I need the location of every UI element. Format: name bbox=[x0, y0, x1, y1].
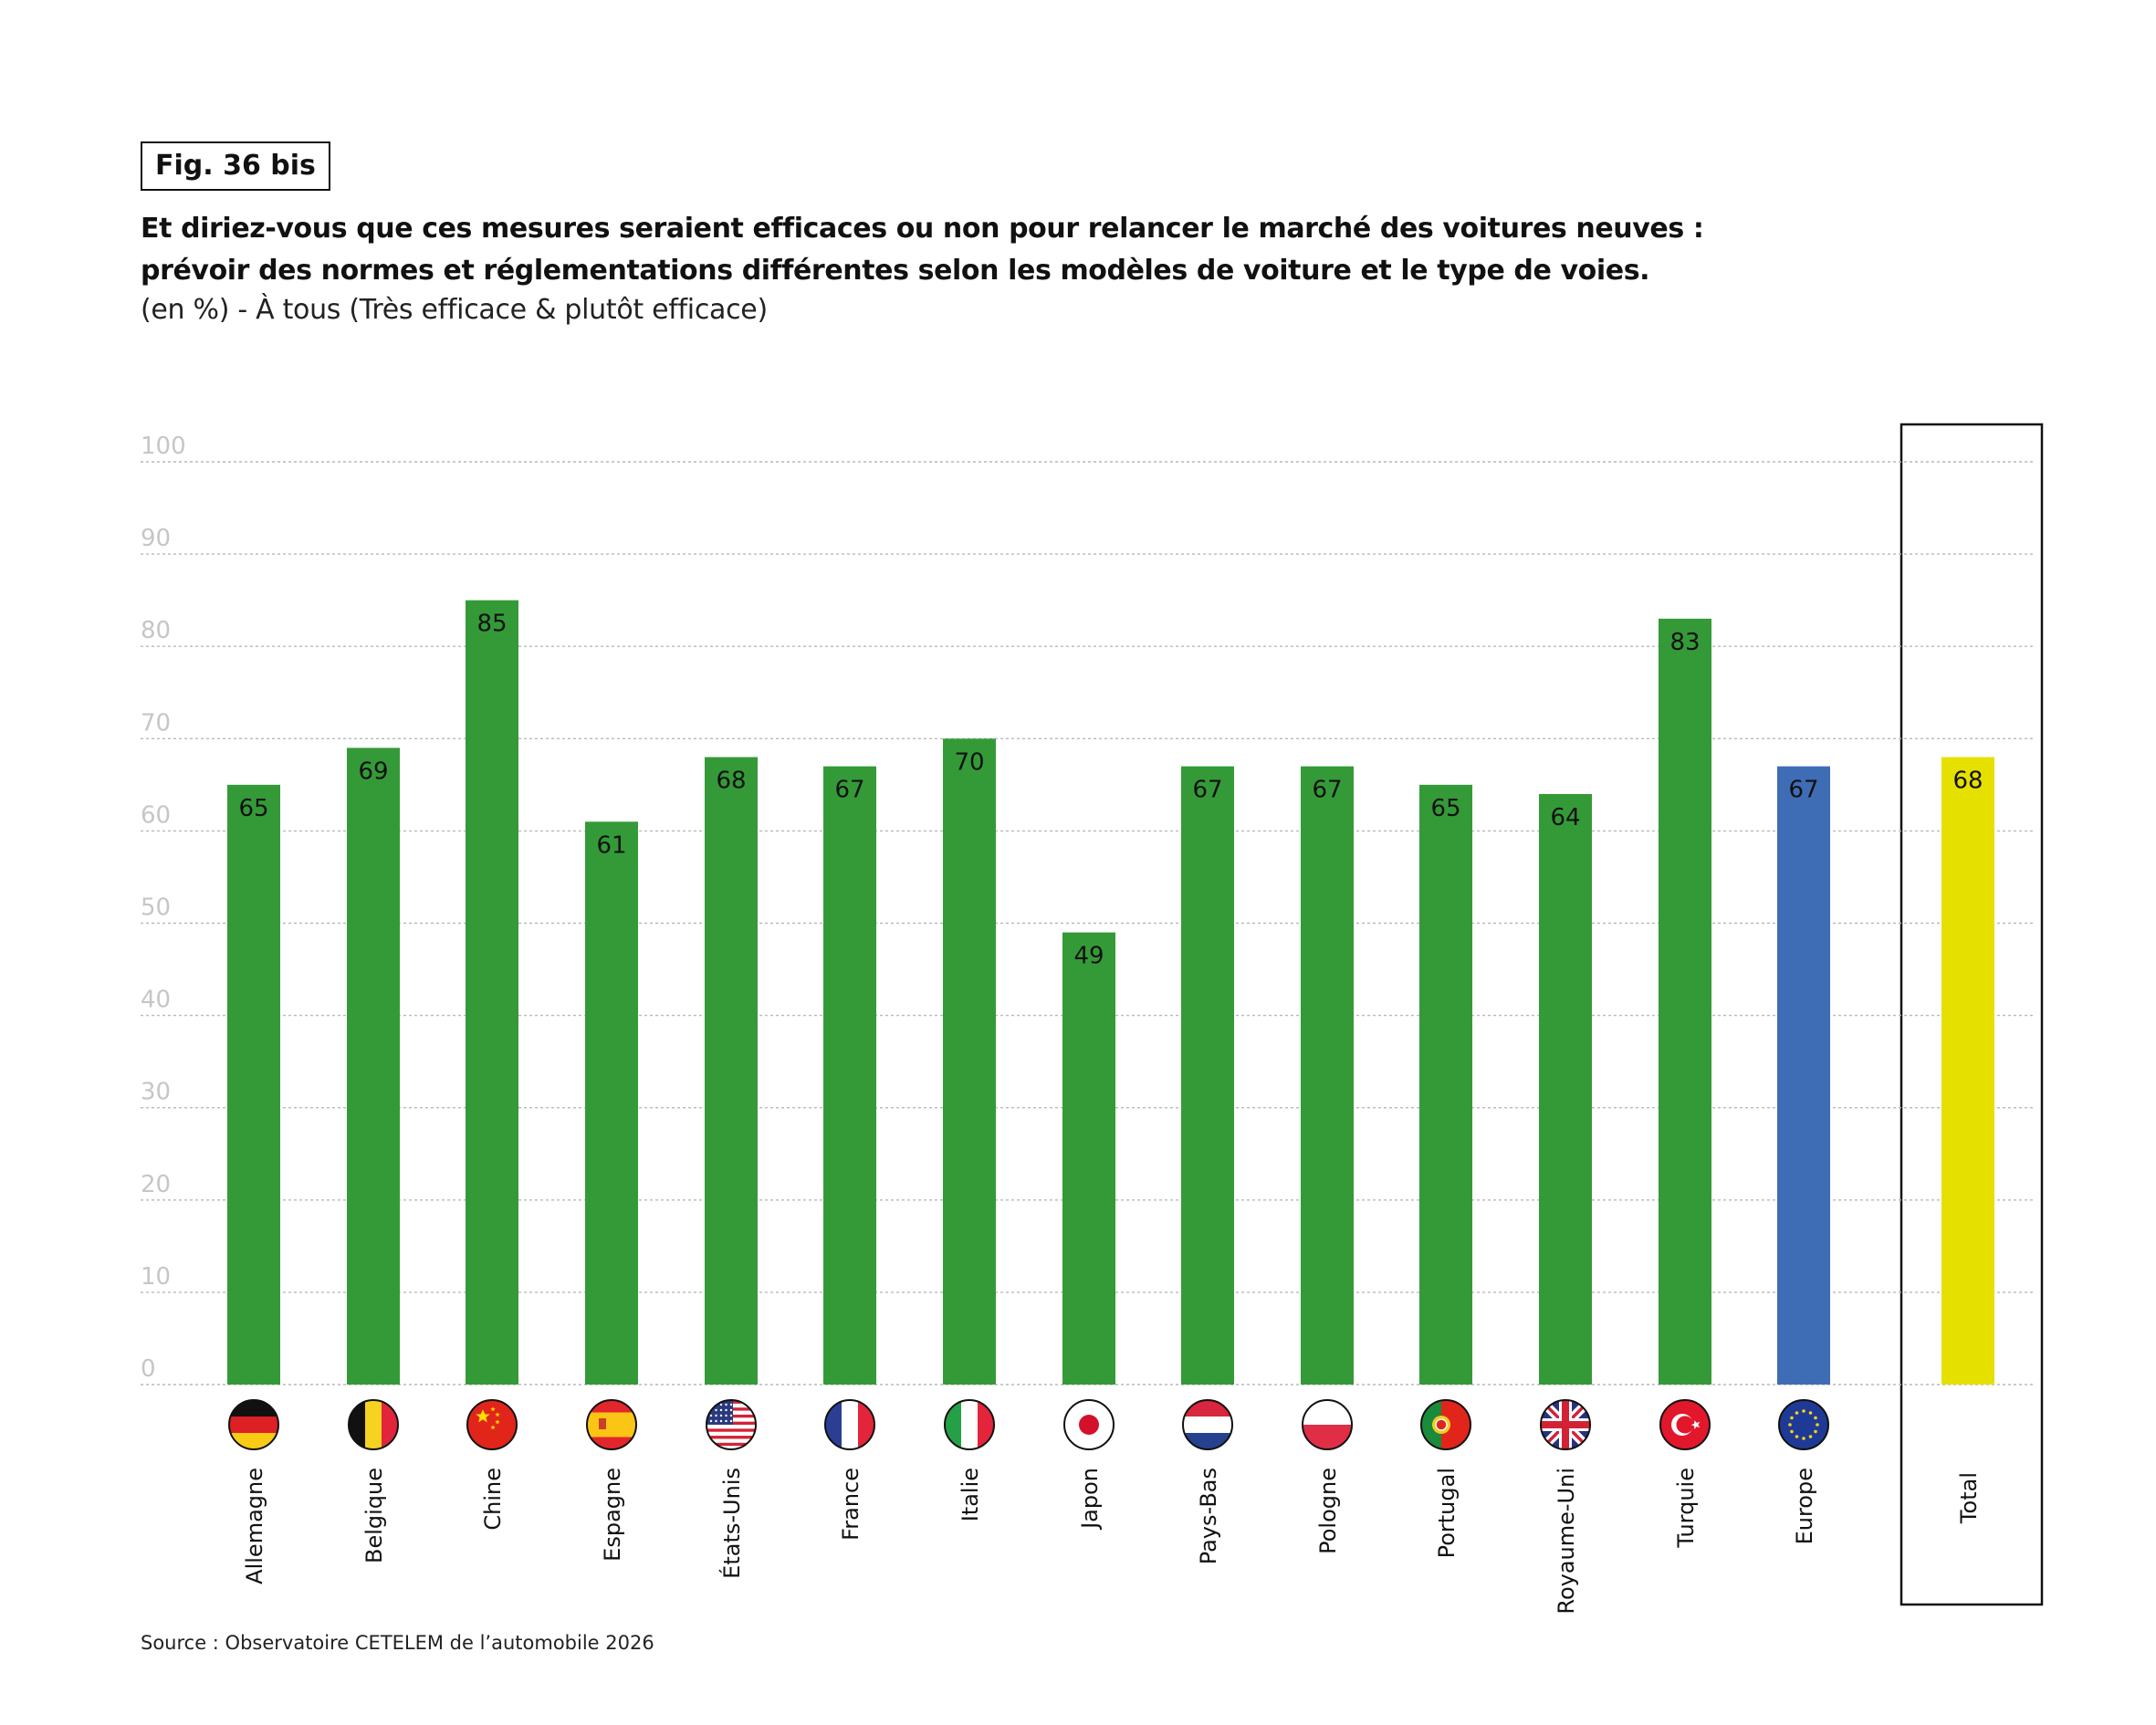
total-highlight-box bbox=[1900, 423, 2044, 1606]
germany-flag-icon bbox=[228, 1399, 279, 1450]
category-label-chine: Chine bbox=[480, 1468, 506, 1531]
figure-label: Fig. 36 bis bbox=[141, 141, 330, 191]
bar-etats-unis bbox=[705, 757, 758, 1385]
bar-royaume-uni bbox=[1539, 793, 1592, 1385]
belgium-flag-icon bbox=[348, 1399, 399, 1450]
eu-flag-icon bbox=[1778, 1399, 1829, 1450]
bar-europe bbox=[1777, 766, 1830, 1385]
y-tick-label: 40 bbox=[141, 987, 171, 1014]
value-labels: 65 69 85 61 68 67 70 49 67 67 65 64 83 67 68 bbox=[238, 611, 1983, 970]
bar-japon bbox=[1062, 932, 1115, 1385]
y-tick-label: 50 bbox=[141, 894, 171, 922]
value-label-allemagne: 65 bbox=[238, 795, 268, 822]
category-label-total: Total bbox=[1956, 1472, 1982, 1524]
value-label-turquie: 83 bbox=[1669, 629, 1700, 656]
category-label-belgique: Belgique bbox=[361, 1468, 387, 1563]
country-flags bbox=[228, 1399, 1829, 1450]
value-label-chine: 85 bbox=[476, 611, 507, 638]
source-note: Source : Observatoire CETELEM de l’autom… bbox=[141, 1632, 654, 1654]
uk-flag-icon bbox=[1540, 1399, 1591, 1450]
bar-total bbox=[1941, 757, 1994, 1385]
category-label-france: France bbox=[838, 1468, 863, 1541]
y-tick-label: 80 bbox=[141, 617, 171, 644]
y-tick-label: 70 bbox=[141, 709, 171, 737]
bar-chine bbox=[466, 600, 518, 1385]
category-label-japon: Japon bbox=[1077, 1468, 1103, 1531]
value-label-portugal: 65 bbox=[1430, 795, 1460, 822]
spain-flag-icon bbox=[586, 1399, 637, 1450]
y-tick-label: 90 bbox=[141, 525, 171, 552]
value-label-europe: 67 bbox=[1788, 777, 1818, 804]
chart-title-line-1: Et diriez-vous que ces mesures seraient … bbox=[141, 213, 1704, 245]
portugal-flag-icon bbox=[1420, 1399, 1471, 1450]
value-label-belgique: 69 bbox=[358, 758, 388, 785]
bar-allemagne bbox=[227, 784, 280, 1385]
value-label-italie: 70 bbox=[954, 748, 984, 776]
y-tick-label: 0 bbox=[141, 1355, 156, 1383]
value-label-etats-unis: 68 bbox=[716, 768, 746, 795]
value-label-total: 68 bbox=[1952, 768, 1983, 795]
bar-pologne bbox=[1301, 766, 1354, 1385]
value-label-royaume-uni: 64 bbox=[1550, 804, 1580, 831]
chart-subtitle: (en %) - À tous (Très efficace & plutôt … bbox=[141, 294, 768, 326]
category-label-turquie: Turquie bbox=[1673, 1468, 1699, 1549]
category-labels: Allemagne Belgique Chine Espagne États-Unis F… bbox=[242, 1468, 1982, 1615]
turkey-flag-icon bbox=[1659, 1399, 1711, 1450]
netherlands-flag-icon bbox=[1182, 1399, 1233, 1450]
chart-title-line-2: prévoir des normes et réglementations di… bbox=[141, 255, 1650, 287]
poland-flag-icon bbox=[1302, 1399, 1353, 1450]
y-tick-label: 30 bbox=[141, 1079, 171, 1106]
bar-portugal bbox=[1419, 784, 1472, 1385]
category-label-portugal: Portugal bbox=[1434, 1468, 1460, 1558]
china-flag-icon bbox=[466, 1399, 518, 1450]
category-label-allemagne: Allemagne bbox=[242, 1468, 267, 1584]
bar-italie bbox=[943, 738, 996, 1385]
y-tick-label: 10 bbox=[141, 1263, 171, 1291]
bars bbox=[227, 600, 1994, 1385]
bar-espagne bbox=[585, 821, 638, 1385]
value-label-espagne: 61 bbox=[596, 831, 626, 859]
value-label-pays-bas: 67 bbox=[1192, 777, 1222, 804]
y-tick-label: 20 bbox=[141, 1171, 171, 1198]
value-label-pologne: 67 bbox=[1312, 777, 1342, 804]
category-label-europe: Europe bbox=[1792, 1468, 1817, 1544]
y-tick-label: 60 bbox=[141, 801, 171, 829]
italy-flag-icon bbox=[944, 1399, 995, 1450]
category-label-etats-unis: États-Unis bbox=[718, 1468, 745, 1579]
category-label-espagne: Espagne bbox=[600, 1468, 625, 1562]
value-label-france: 67 bbox=[834, 777, 864, 804]
france-flag-icon bbox=[824, 1399, 875, 1450]
category-label-italie: Italie bbox=[958, 1468, 983, 1521]
category-label-pologne: Pologne bbox=[1315, 1468, 1341, 1554]
category-label-royaume-uni: Royaume-Uni bbox=[1554, 1468, 1579, 1615]
category-label-pays-bas: Pays-Bas bbox=[1196, 1468, 1221, 1564]
chart-title: Et diriez-vous que ces mesures seraient … bbox=[141, 208, 1875, 292]
y-tick-label: 100 bbox=[141, 433, 186, 460]
bar-france bbox=[823, 766, 876, 1385]
japan-flag-icon bbox=[1063, 1399, 1115, 1450]
y-axis-ticks: 0 10 20 30 40 50 60 70 80 90 100 bbox=[141, 433, 186, 1383]
bar-belgique bbox=[347, 748, 400, 1385]
usa-flag-icon bbox=[706, 1399, 757, 1450]
value-label-japon: 49 bbox=[1073, 943, 1104, 970]
bar-pays-bas bbox=[1181, 766, 1234, 1385]
bar-turquie bbox=[1659, 618, 1711, 1385]
